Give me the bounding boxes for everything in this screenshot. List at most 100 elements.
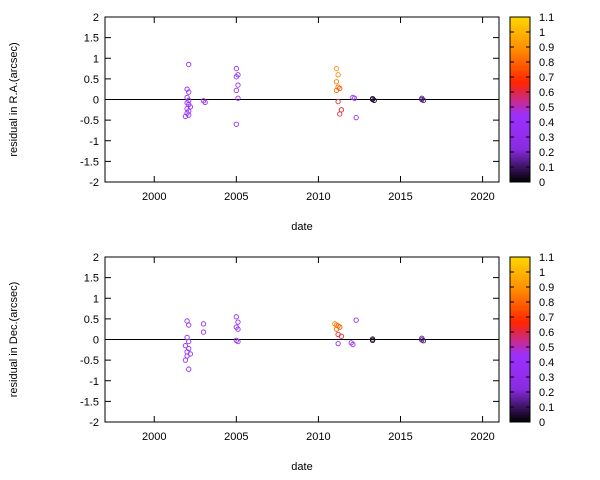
colorbar-band [510, 120, 530, 123]
colorbar-band [510, 365, 530, 367]
x-tick-label: 2005 [224, 191, 248, 203]
colorbar-tick-label: 1.1 [539, 12, 554, 24]
colorbar-band [510, 261, 530, 264]
y-tick-label: 0.5 [84, 74, 99, 86]
data-point [182, 113, 189, 120]
colorbar-band [510, 44, 530, 46]
colorbar-band [510, 278, 530, 280]
colorbar-band [510, 353, 530, 355]
data-point [186, 112, 192, 118]
colorbar-band [510, 396, 530, 399]
data-point [338, 333, 345, 339]
colorbar-band [510, 45, 530, 48]
y-tick-label: -0.5 [80, 115, 99, 127]
colorbar-band [510, 272, 530, 274]
colorbar-band [510, 152, 530, 154]
colorbar-band [510, 98, 530, 100]
colorbar-band [510, 291, 530, 294]
colorbar-tick-label: 0.2 [539, 147, 554, 159]
colorbar-band [510, 359, 530, 361]
colorbar-band [510, 122, 530, 124]
colorbar-band [510, 110, 530, 112]
colorbar-tick-label: 0.8 [539, 57, 554, 69]
y-tick-label: 2 [93, 252, 99, 264]
colorbar-band [510, 276, 530, 279]
colorbar-band [510, 363, 530, 366]
colorbar-band [510, 287, 530, 289]
colorbar-band [510, 390, 530, 393]
colorbar-band [510, 375, 530, 378]
data-point [233, 314, 239, 320]
colorbar-band [510, 65, 530, 67]
colorbar-band [510, 389, 530, 391]
colorbar-band [510, 393, 530, 396]
colorbar-band [510, 158, 530, 160]
colorbar-band [510, 284, 530, 286]
colorbar-band [510, 167, 530, 169]
data-point [335, 72, 341, 78]
colorbar-tick-label: 0.6 [539, 327, 554, 339]
colorbar-band [510, 147, 530, 150]
colorbar-tick-label: 0 [539, 417, 545, 429]
colorbar-band [510, 338, 530, 340]
x-tick-label: 2010 [306, 191, 330, 203]
colorbar-band [510, 300, 530, 303]
colorbar-band [510, 354, 530, 357]
colorbar-band [510, 168, 530, 171]
colorbar-tick-label: 0.3 [539, 372, 554, 384]
colorbar-band [510, 80, 530, 82]
colorbar-band [510, 128, 530, 130]
colorbar-band [510, 56, 530, 58]
data-point [182, 343, 189, 349]
colorbar-band [510, 402, 530, 405]
y-tick-label: 2 [93, 12, 99, 24]
colorbar-band [510, 53, 530, 55]
y-tick-label: -2 [89, 177, 99, 189]
y-tick-label: -1.5 [80, 156, 99, 168]
colorbar-band [510, 360, 530, 363]
colorbar-band [510, 108, 530, 111]
colorbar-band [510, 141, 530, 144]
data-point [186, 322, 192, 328]
colorbar-band [510, 317, 530, 319]
colorbar-band [510, 401, 530, 403]
colorbar-band [510, 173, 530, 175]
colorbar-band [510, 404, 530, 406]
x-axis-title: date [291, 221, 312, 233]
colorbar-band [510, 125, 530, 127]
colorbar-band [510, 47, 530, 49]
x-tick-label: 2010 [306, 431, 330, 443]
data-point [337, 111, 343, 117]
colorbar-band [510, 83, 530, 85]
data-point [233, 121, 239, 127]
colorbar-band [510, 105, 530, 108]
colorbar-tick-label: 0 [539, 177, 545, 189]
colorbar-band [510, 33, 530, 36]
colorbar-band [510, 87, 530, 90]
colorbar-band [510, 27, 530, 30]
colorbar-band [510, 266, 530, 268]
colorbar-band [510, 35, 530, 37]
data-point [348, 340, 354, 346]
colorbar-band [510, 86, 530, 88]
x-tick-label: 2020 [470, 431, 494, 443]
colorbar-band [510, 117, 530, 120]
data-point [351, 95, 358, 101]
data-point [184, 86, 190, 92]
y-tick-label: 0.5 [84, 314, 99, 326]
colorbar-band [510, 294, 530, 297]
colorbar-frame [509, 256, 531, 423]
colorbar-band [510, 66, 530, 69]
colorbar-band [510, 398, 530, 400]
colorbar-band [510, 68, 530, 70]
colorbar-band [510, 104, 530, 106]
colorbar-band [510, 416, 530, 418]
y-tick-label: 1.5 [84, 33, 99, 45]
colorbar-band [510, 162, 530, 165]
colorbar-band [510, 26, 530, 28]
data-point [182, 357, 189, 363]
colorbar-band [510, 63, 530, 66]
colorbar-band [510, 323, 530, 325]
colorbar-band [510, 155, 530, 157]
